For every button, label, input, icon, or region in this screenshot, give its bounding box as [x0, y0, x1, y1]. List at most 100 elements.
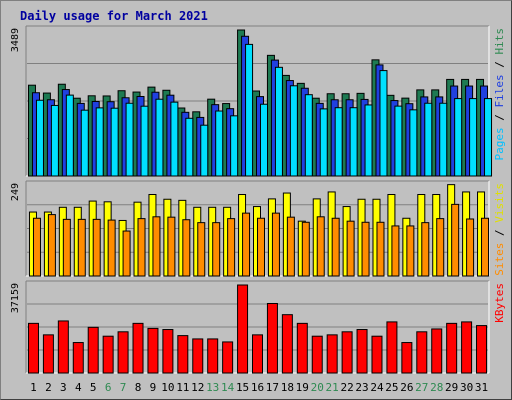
- bar-kbytes-day-20: [311, 335, 323, 374]
- bar-pages-day-20: [319, 108, 328, 177]
- bar-pages-day-31: [484, 98, 493, 177]
- bar-pages-day-12: [200, 124, 209, 177]
- bar-pages-day-6: [110, 107, 119, 177]
- x-tick-label-day-22: 22: [340, 381, 353, 394]
- bar-kbytes-day-7: [117, 331, 129, 374]
- x-tick-label-day-26: 26: [400, 381, 413, 394]
- bar-kbytes-day-15: [237, 284, 249, 374]
- bar-kbytes-day-21: [326, 334, 338, 374]
- legend-sites: Sites: [493, 243, 506, 276]
- x-tick-label-day-17: 17: [266, 381, 279, 394]
- bar-pages-day-27: [424, 102, 433, 177]
- bar-sites-day-10: [167, 216, 176, 277]
- x-tick-label-day-24: 24: [370, 381, 384, 394]
- panel-kbytes-legend: KBytes: [493, 283, 506, 323]
- bar-kbytes-day-2: [42, 334, 54, 374]
- x-tick-label-day-13: 13: [206, 381, 219, 394]
- legend-hits: Hits: [493, 28, 506, 55]
- x-tick-label-day-11: 11: [176, 381, 189, 394]
- bar-kbytes-day-9: [147, 327, 159, 374]
- x-tick-label-day-25: 25: [385, 381, 398, 394]
- bar-sites-day-12: [197, 222, 206, 277]
- bar-kbytes-day-12: [192, 338, 204, 374]
- bar-kbytes-day-3: [57, 320, 69, 374]
- bar-kbytes-day-30: [461, 321, 473, 374]
- bar-sites-day-15: [242, 212, 251, 277]
- bar-pages-day-15: [245, 43, 254, 177]
- x-tick-label-day-14: 14: [221, 381, 235, 394]
- bar-sites-day-29: [451, 203, 460, 277]
- bar-kbytes-day-8: [132, 322, 144, 374]
- bar-kbytes-day-17: [266, 302, 278, 374]
- bar-sites-day-21: [331, 217, 340, 277]
- bar-kbytes-day-19: [296, 322, 308, 374]
- bar-kbytes-day-27: [416, 331, 428, 374]
- bar-sites-day-28: [436, 218, 445, 277]
- x-tick-label-day-27: 27: [415, 381, 428, 394]
- bar-pages-day-11: [185, 117, 194, 177]
- legend-visits: Visits: [493, 183, 506, 223]
- bar-sites-day-1: [32, 217, 41, 277]
- bar-kbytes-day-14: [222, 341, 234, 374]
- bar-sites-day-23: [361, 221, 370, 277]
- x-tick-label-day-2: 2: [45, 381, 52, 394]
- bar-kbytes-day-5: [87, 326, 99, 374]
- bar-pages-day-22: [349, 107, 358, 177]
- x-tick-label-day-29: 29: [445, 381, 458, 394]
- x-tick-label-day-19: 19: [296, 381, 309, 394]
- x-tick-label-day-18: 18: [281, 381, 294, 394]
- bar-pages-day-13: [215, 110, 224, 177]
- bar-sites-day-31: [481, 217, 490, 277]
- x-tick-label-day-7: 7: [120, 381, 127, 394]
- panel-kbytes-max-label: 37159: [10, 283, 21, 313]
- bar-pages-day-19: [304, 94, 313, 177]
- bar-sites-day-9: [152, 216, 161, 277]
- bar-pages-day-10: [170, 101, 179, 177]
- bar-kbytes-day-10: [162, 329, 174, 374]
- x-tick-label-day-28: 28: [430, 381, 443, 394]
- bar-pages-day-2: [50, 104, 59, 177]
- bar-sites-day-19: [301, 221, 310, 277]
- bar-sites-day-6: [107, 219, 116, 277]
- bar-sites-day-18: [286, 216, 295, 277]
- bar-pages-day-24: [379, 70, 388, 177]
- bar-sites-day-4: [77, 218, 86, 277]
- panel-visits_sites-legend: Sites / Visits: [493, 183, 506, 276]
- bar-kbytes-day-25: [386, 321, 398, 374]
- bar-sites-day-8: [137, 218, 146, 277]
- bar-pages-day-25: [394, 105, 403, 177]
- x-tick-label-day-10: 10: [161, 381, 174, 394]
- x-tick-label-day-3: 3: [60, 381, 67, 394]
- bar-pages-day-16: [260, 103, 268, 177]
- bar-kbytes-day-11: [177, 335, 189, 374]
- bar-pages-day-28: [439, 102, 448, 177]
- bar-pages-day-3: [65, 94, 74, 177]
- chart-title: Daily usage for March 2021: [20, 9, 208, 23]
- x-tick-label-day-23: 23: [355, 381, 368, 394]
- bar-sites-day-13: [212, 222, 221, 277]
- x-tick-label-day-8: 8: [135, 381, 142, 394]
- bar-sites-day-25: [391, 225, 400, 277]
- x-tick-label-day-1: 1: [30, 381, 37, 394]
- x-tick-label-day-20: 20: [311, 381, 324, 394]
- bar-sites-day-3: [62, 218, 71, 277]
- bar-pages-day-8: [140, 105, 149, 177]
- bar-kbytes-day-26: [401, 342, 413, 374]
- bar-pages-day-18: [289, 85, 298, 177]
- bar-pages-day-26: [409, 109, 418, 177]
- bar-pages-day-23: [364, 104, 373, 177]
- bar-kbytes-day-13: [207, 338, 219, 374]
- bar-sites-day-11: [182, 219, 191, 277]
- panel-visits_sites-max-label: 249: [10, 183, 21, 201]
- bar-pages-day-5: [95, 107, 104, 177]
- bar-pages-day-17: [274, 66, 283, 177]
- bar-kbytes-day-16: [252, 334, 263, 374]
- bar-kbytes-day-28: [431, 328, 443, 374]
- bar-kbytes-day-29: [446, 322, 458, 374]
- legend-pages: Pages: [493, 127, 506, 160]
- panel-hits_files_pages-max-label: 3489: [10, 28, 21, 52]
- x-tick-label-day-15: 15: [236, 381, 249, 394]
- bar-sites-day-17: [271, 212, 280, 277]
- bar-pages-day-21: [334, 107, 343, 177]
